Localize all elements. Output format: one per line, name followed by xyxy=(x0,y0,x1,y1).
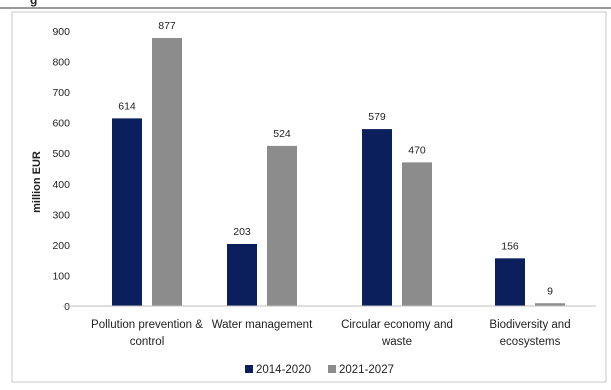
y-tick-label: 800 xyxy=(52,57,70,69)
y-tick-label: 300 xyxy=(52,209,70,221)
bar-2021-2027-0 xyxy=(152,38,182,307)
y-axis-label: million EUR xyxy=(31,151,43,213)
y-tick-label: 100 xyxy=(52,270,70,282)
data-label: 614 xyxy=(118,100,136,112)
bars xyxy=(112,38,565,307)
y-axis-ticks: 0 100 200 300 400 500 600 700 800 900 xyxy=(52,26,70,313)
legend-label: 2021-2027 xyxy=(339,364,394,376)
data-labels: 614 203 579 156 877 524 470 9 xyxy=(118,20,553,297)
category-label: Biodiversity and xyxy=(489,319,570,331)
data-label: 524 xyxy=(273,128,291,140)
category-label: control xyxy=(130,336,165,348)
bar-2021-2027-2 xyxy=(402,162,432,306)
data-label: 9 xyxy=(547,285,553,297)
bar-2014-2020-1 xyxy=(227,243,257,306)
legend: 2014-2020 2021-2027 xyxy=(245,364,394,376)
partial-title: g xyxy=(30,0,37,7)
bar-2014-2020-0 xyxy=(112,118,142,306)
x-axis-categories: Pollution prevention & control Water manag… xyxy=(91,319,571,348)
data-label: 470 xyxy=(408,144,426,156)
y-tick-label: 600 xyxy=(52,118,70,130)
y-tick-label: 400 xyxy=(52,179,70,191)
y-tick-label: 0 xyxy=(64,301,70,313)
bar-2014-2020-2 xyxy=(362,129,392,306)
data-label: 203 xyxy=(233,226,251,238)
y-tick-label: 200 xyxy=(52,240,70,252)
y-tick-label: 900 xyxy=(52,26,70,38)
category-label: Pollution prevention & xyxy=(91,319,203,331)
category-label: Water management xyxy=(212,319,313,331)
data-label: 579 xyxy=(368,111,386,123)
category-label: waste xyxy=(381,336,412,348)
bar-2021-2027-1 xyxy=(267,145,297,306)
legend-swatch-2014-2020 xyxy=(245,365,253,373)
bar-2021-2027-3 xyxy=(535,303,565,306)
legend-swatch-2021-2027 xyxy=(328,365,336,373)
data-label: 156 xyxy=(501,240,519,252)
y-tick-label: 500 xyxy=(52,148,70,160)
category-label: ecosystems xyxy=(500,336,561,348)
data-label: 877 xyxy=(158,20,176,32)
plot-area-border xyxy=(11,11,607,383)
bar-2014-2020-3 xyxy=(495,258,525,306)
category-label: Circular economy and xyxy=(341,319,453,331)
legend-label: 2014-2020 xyxy=(256,364,311,376)
y-tick-label: 700 xyxy=(52,87,70,99)
